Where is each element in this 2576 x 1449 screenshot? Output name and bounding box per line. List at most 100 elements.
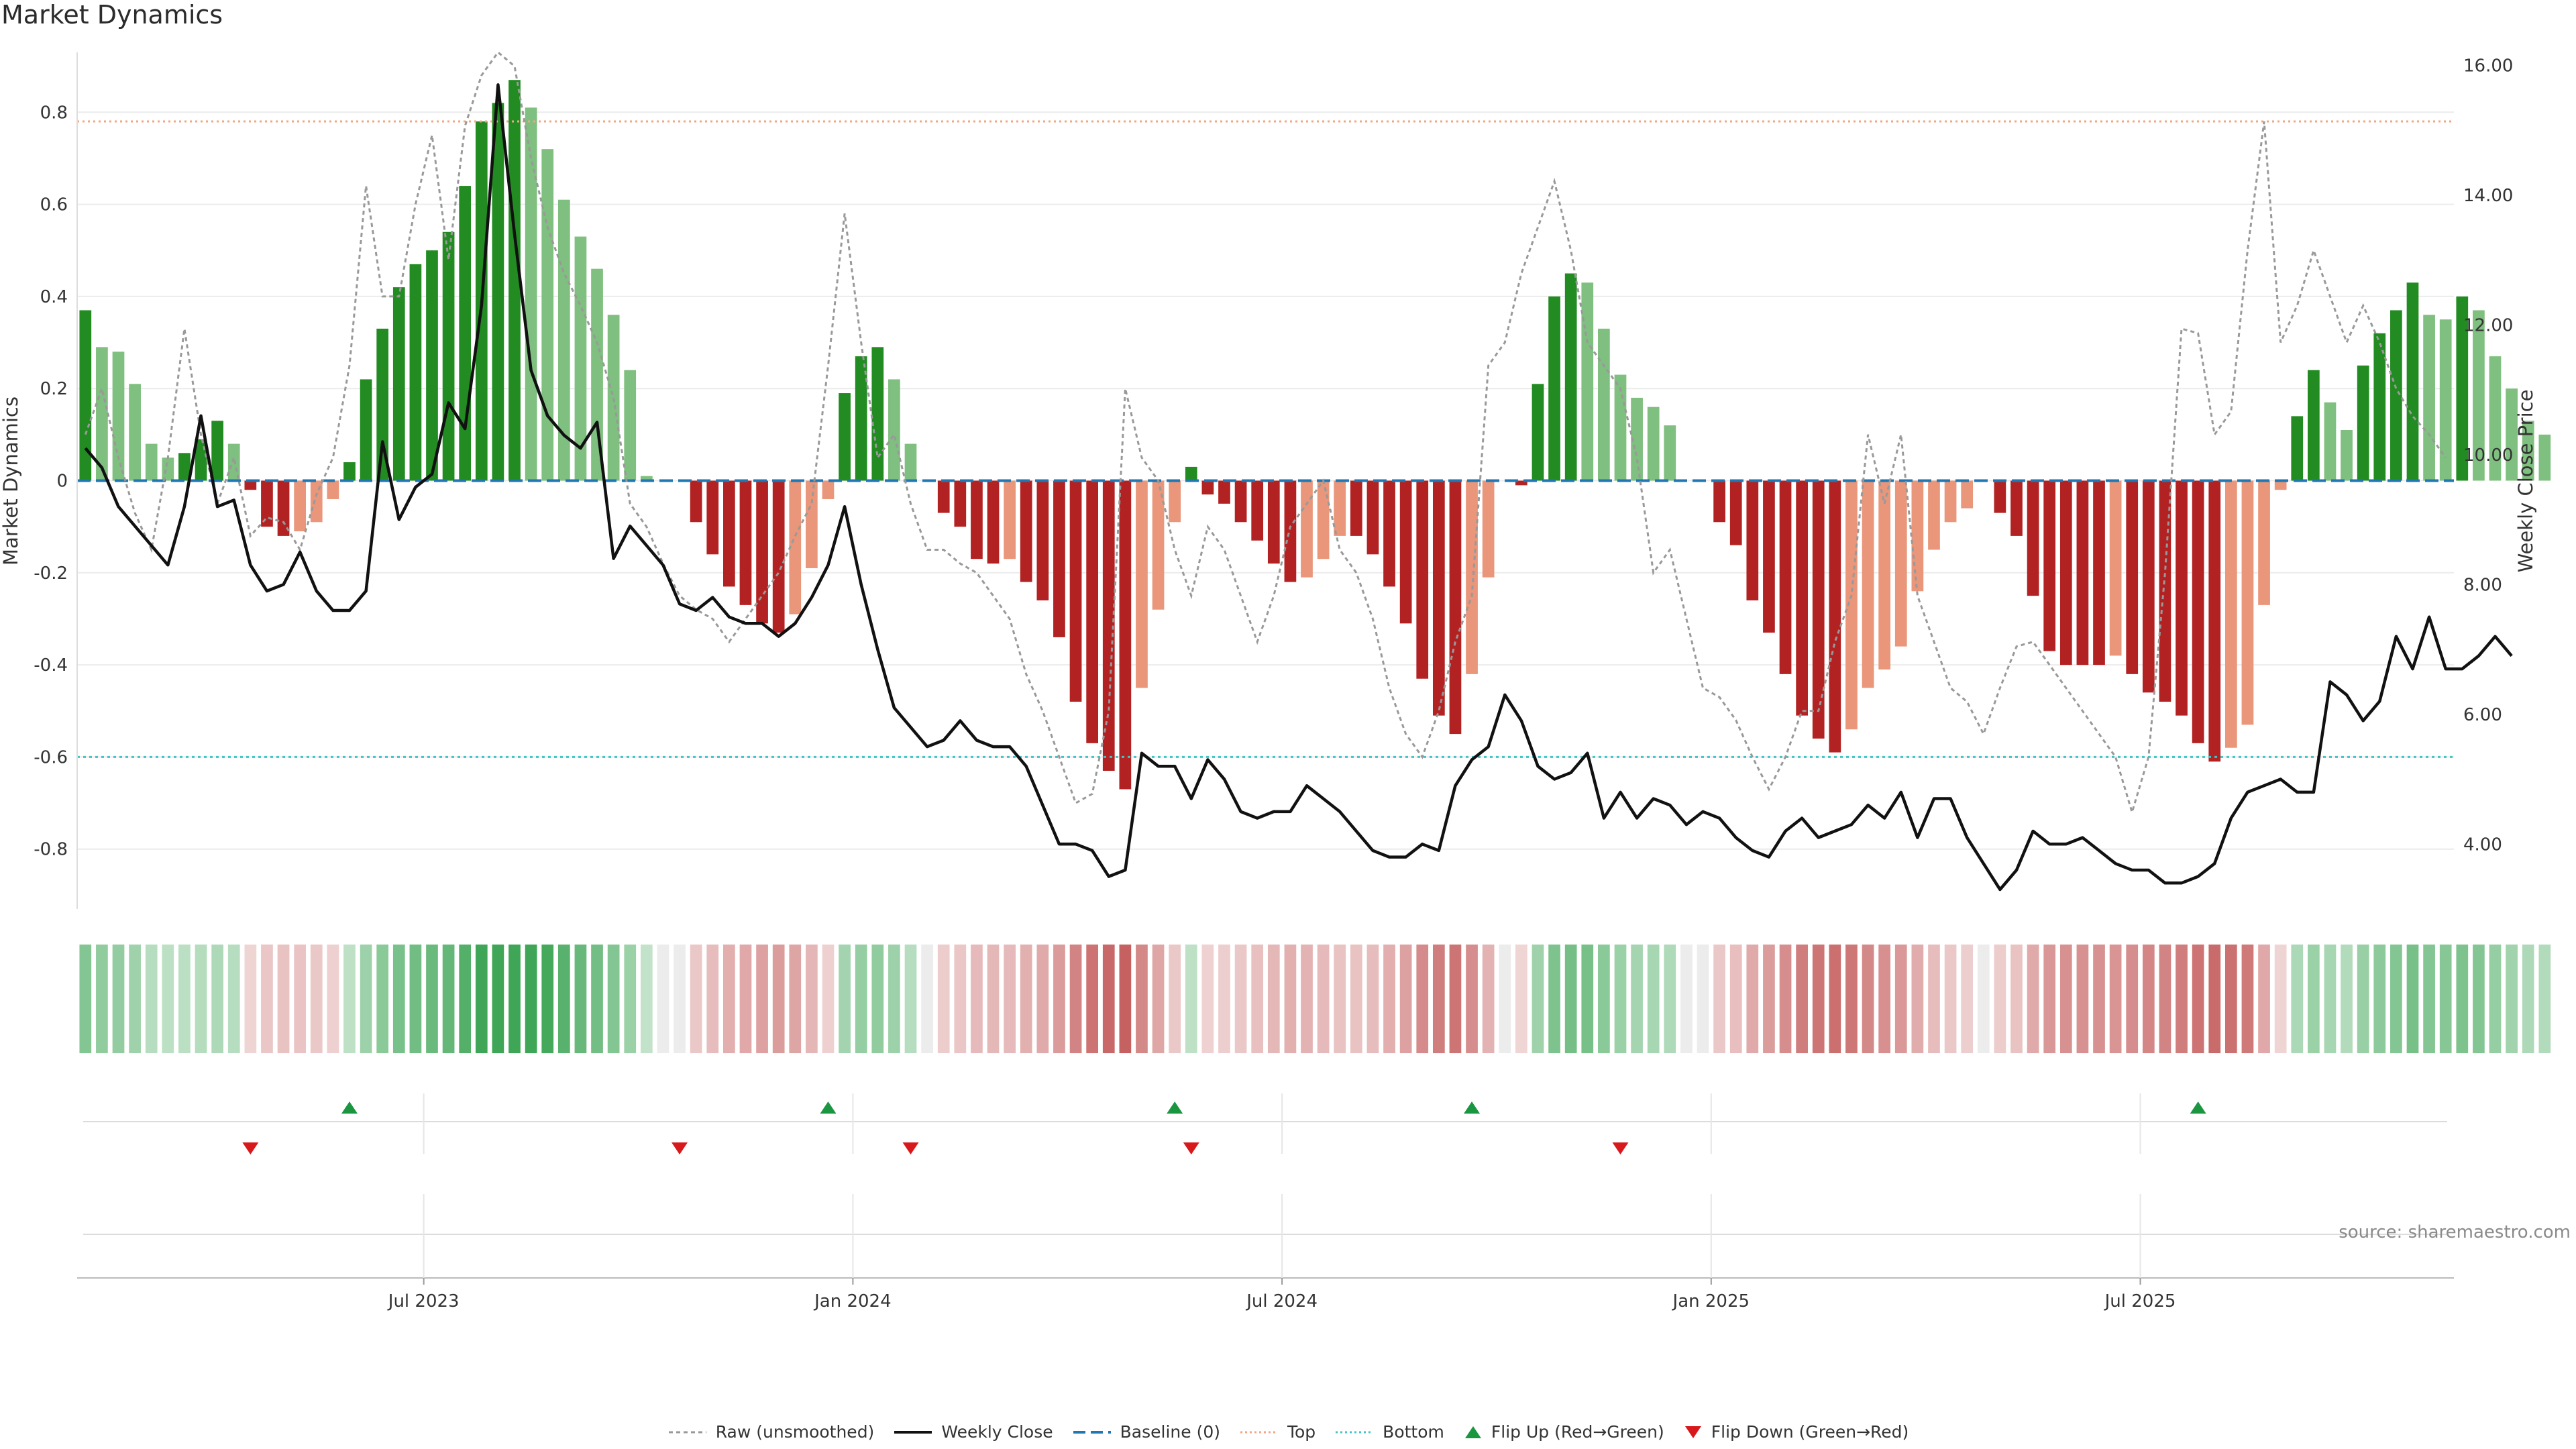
heat-cell [2522, 945, 2534, 1053]
heat-cell [1234, 945, 1247, 1053]
bar [1020, 480, 1032, 582]
heat-cell [739, 945, 752, 1053]
heat-cell [1977, 945, 1990, 1053]
bar [1350, 480, 1362, 536]
legend-item-flip-down[interactable]: Flip Down (Green→Red) [1683, 1422, 1909, 1442]
bar [1548, 296, 1560, 481]
heat-cell [2406, 945, 2419, 1053]
heat-cell [211, 945, 223, 1053]
heat-cell [904, 945, 917, 1053]
heat-cell [1763, 945, 1775, 1053]
heat-cell [277, 945, 290, 1053]
bar [492, 103, 504, 481]
bar [129, 384, 141, 481]
legend-item-baseline[interactable]: Baseline (0) [1072, 1422, 1220, 1442]
bar [2439, 319, 2452, 481]
bar [624, 370, 637, 481]
bar [756, 480, 768, 624]
heat-cell [937, 945, 950, 1053]
bar [2224, 480, 2237, 748]
legend-label-baseline: Baseline (0) [1120, 1422, 1220, 1442]
heat-cell [459, 945, 472, 1053]
heat-cell [1994, 945, 2006, 1053]
heat-cell [1383, 945, 1395, 1053]
heat-cell [1614, 945, 1627, 1053]
heat-cell [261, 945, 273, 1053]
heat-cell [2456, 945, 2469, 1053]
bar [839, 393, 851, 481]
heat-cell [2224, 945, 2237, 1053]
x-tick-label: Jan 2024 [813, 1291, 892, 1311]
legend-label-flip-up: Flip Up (Red→Green) [1491, 1422, 1664, 1442]
heat-cell [772, 945, 785, 1053]
heat-cell [1102, 945, 1115, 1053]
bar [1234, 480, 1247, 523]
bar [2357, 365, 2369, 481]
bar [2010, 480, 2023, 536]
heat-cell [442, 945, 455, 1053]
heat-cell [1944, 945, 1957, 1053]
bar [1713, 480, 1725, 523]
heat-cell [2439, 945, 2452, 1053]
heat-cell [79, 945, 92, 1053]
heat-cell [1136, 945, 1148, 1053]
legend-item-top[interactable]: Top [1239, 1422, 1316, 1442]
bar [1928, 480, 1940, 550]
heat-cell [2126, 945, 2139, 1053]
bar [2489, 356, 2502, 481]
heat-cell [1779, 945, 1792, 1053]
bar [2423, 315, 2435, 481]
x-tick-label: Jul 2024 [1245, 1291, 1318, 1311]
heat-cell [1053, 945, 1065, 1053]
bar [2456, 296, 2469, 481]
bar [1829, 480, 1841, 753]
bar [1069, 480, 1082, 702]
raw-series-line [84, 50, 2447, 816]
x-tick-label: Jul 2023 [387, 1291, 460, 1311]
bar [640, 476, 653, 481]
heat-cell [162, 945, 174, 1053]
heat-cell [1334, 945, 1346, 1053]
flip-down-marker [242, 1142, 259, 1155]
bar [1944, 480, 1957, 523]
heat-cell [1152, 945, 1165, 1053]
heat-cell [987, 945, 1000, 1053]
bar [112, 352, 125, 481]
legend-item-flip-up[interactable]: Flip Up (Red→Green) [1463, 1422, 1664, 1442]
heat-cell [2308, 945, 2320, 1053]
flip-up-marker [2190, 1102, 2206, 1114]
heat-cell [1581, 945, 1594, 1053]
bar [1449, 480, 1462, 735]
bar [723, 480, 735, 587]
heat-cell [1564, 945, 1577, 1053]
heat-cell [1185, 945, 1197, 1053]
bar [211, 421, 223, 481]
heat-cell [2076, 945, 2089, 1053]
bar [178, 453, 191, 481]
heat-cell [1482, 945, 1495, 1053]
bar [1251, 480, 1264, 541]
heat-cell [2059, 945, 2072, 1053]
heat-cell [376, 945, 389, 1053]
heat-cell [1729, 945, 1742, 1053]
close-line-swatch [894, 1430, 932, 1434]
bar [1878, 480, 1891, 669]
bar [2142, 480, 2155, 693]
legend-item-raw[interactable]: Raw (unsmoothed) [667, 1422, 874, 1442]
heat-cell [310, 945, 323, 1053]
heat-cell [508, 945, 521, 1053]
axes-layer: -0.8 -0.6 -0.4 -0.2 0 0.2 0.4 0.6 0.8 4.00 6.00 8.0… [34, 52, 2513, 909]
legend-item-close[interactable]: Weekly Close [893, 1422, 1053, 1442]
heat-cell [294, 945, 307, 1053]
flip-down-icon [1684, 1426, 1701, 1438]
y-tick-label: -0.6 [34, 747, 68, 767]
heat-cell [392, 945, 405, 1053]
y2-tick-label: 14.00 [2463, 186, 2513, 206]
bottom-line-swatch [1336, 1431, 1374, 1433]
bar [2076, 480, 2089, 665]
heat-cell [1350, 945, 1362, 1053]
bar [1004, 480, 1016, 559]
bar [2291, 416, 2304, 481]
legend-item-bottom[interactable]: Bottom [1334, 1422, 1444, 1442]
